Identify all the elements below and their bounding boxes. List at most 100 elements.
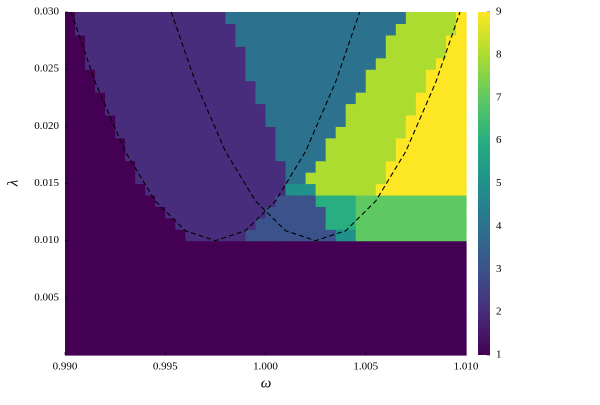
cell [345,12,357,25]
cell [145,114,156,127]
cell [395,320,407,333]
cell [85,172,96,185]
cell [95,114,106,127]
cell [125,274,136,287]
cell [155,92,166,105]
cell [415,92,427,105]
cell [175,297,186,310]
cell [135,103,146,116]
cell [405,69,417,82]
cell [335,80,347,93]
cell [435,320,447,333]
cell [245,80,257,93]
cell [255,229,267,242]
cell [155,252,166,265]
cell [195,206,206,219]
cell [315,297,327,310]
cell [165,160,176,173]
cell [275,149,287,162]
cell [315,320,327,333]
cell [225,217,237,230]
cell [205,172,216,185]
cell [65,103,76,116]
cell [375,343,387,356]
cell [445,286,457,299]
cell [365,80,377,93]
cell [125,172,136,185]
cell [445,12,457,25]
cell [185,263,196,276]
cell [85,149,96,162]
colorbar-tick-label: 9 [496,6,502,18]
cell [325,217,337,230]
cell [185,57,196,70]
cell [65,309,76,322]
cell [425,46,437,59]
cell [415,252,427,265]
cell [215,34,226,47]
cell [375,160,387,173]
cell [125,137,136,150]
cell [185,183,196,196]
cell [275,286,287,299]
cell [145,263,156,276]
cell [75,183,86,196]
cell [235,57,247,70]
cell [65,34,76,47]
cell [375,80,387,93]
cell [335,69,347,82]
cell [115,217,126,230]
cell [75,274,86,287]
cell [305,206,317,219]
cell [285,46,297,59]
cell [345,194,357,207]
cell [285,286,297,299]
cell [165,114,176,127]
cell [225,69,237,82]
cell [365,172,377,185]
cell [215,194,226,207]
cell [305,114,317,127]
cell [335,217,347,230]
cell [235,343,247,356]
cell [235,103,247,116]
cell [115,252,126,265]
cell [255,332,267,345]
cell [295,57,307,70]
cell [445,126,457,139]
cell [95,206,106,219]
cell [65,343,76,356]
cell [185,126,196,139]
cell [415,240,427,253]
cell [175,103,186,116]
cell [125,160,136,173]
cell [205,80,216,93]
cell [385,57,397,70]
cell [215,252,226,265]
cell [115,23,126,36]
cell [125,229,136,242]
cell [425,240,437,253]
cell [215,343,226,356]
cell [375,240,387,253]
cell [305,23,317,36]
cell [75,12,86,25]
cell [455,103,467,116]
cell [375,34,387,47]
cell [435,12,447,25]
cell [95,309,106,322]
cell [405,320,417,333]
cell [65,92,76,105]
cell [375,229,387,242]
cell [355,240,367,253]
cell [135,114,146,127]
cell [255,137,267,150]
cell [105,12,116,25]
cell [295,34,307,47]
cell [355,309,367,322]
cell [275,57,287,70]
cell [125,217,136,230]
cell [175,172,186,185]
cell [125,23,136,36]
cell [65,12,76,25]
